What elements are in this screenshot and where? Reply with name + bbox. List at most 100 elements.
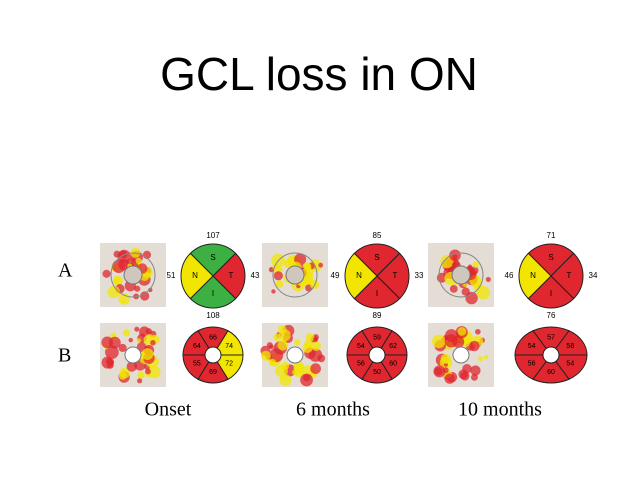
- fundus-spot: [269, 348, 284, 363]
- sector-value: 66: [209, 334, 217, 341]
- fundus-spot: [318, 262, 324, 268]
- row-label: A: [58, 260, 73, 282]
- sector: [182, 330, 214, 356]
- fundus-spot: [102, 269, 111, 278]
- fundus-spot: [457, 327, 467, 336]
- fundus-spot: [310, 363, 321, 374]
- optic-disc: [451, 265, 471, 285]
- quadrant-value: 71: [547, 231, 556, 240]
- fundus-spot: [120, 298, 126, 304]
- quadrant-letter: S: [374, 253, 379, 262]
- fundus-spot: [101, 356, 114, 369]
- quadrant-letter: I: [376, 289, 378, 298]
- fundus-spot: [281, 361, 290, 370]
- sector-value: 64: [193, 343, 201, 350]
- fundus-spot: [140, 291, 150, 301]
- fundus-spot: [302, 342, 313, 354]
- fundus-spot: [485, 276, 491, 282]
- fundus-spot: [432, 334, 446, 349]
- quadrant: [527, 243, 575, 277]
- sector-value: 54: [528, 343, 536, 350]
- quadrant-letter: I: [212, 289, 214, 298]
- fundus-spot: [283, 259, 293, 269]
- fundus-spot: [433, 365, 446, 378]
- optic-disc: [285, 265, 305, 285]
- fundus-spot: [144, 368, 151, 375]
- quadrant-letter: N: [530, 271, 536, 280]
- sector-value: 56: [357, 361, 365, 368]
- quadrant-letter: S: [210, 253, 215, 262]
- quadrant-letter: T: [567, 271, 572, 280]
- quadrant: [518, 252, 552, 300]
- fundus-spot: [473, 282, 483, 292]
- quadrant: [353, 275, 401, 309]
- quadrant-letter: S: [548, 253, 553, 262]
- sector-value: 54: [357, 343, 365, 350]
- sector-value: 59: [373, 334, 381, 341]
- row-label: B: [58, 345, 71, 367]
- fundus-spot: [266, 342, 273, 349]
- quadrant: [180, 252, 214, 300]
- fundus-spot: [469, 340, 480, 352]
- sector-value: 58: [566, 343, 574, 350]
- fundus-spot: [472, 261, 480, 269]
- sector-hole: [368, 346, 386, 364]
- fundus-spot: [271, 289, 276, 294]
- fundus-spot: [118, 343, 127, 353]
- fundus-spot: [260, 350, 271, 361]
- fundus-spot: [137, 371, 145, 379]
- fundus-spot: [148, 287, 153, 293]
- fundus-spot: [294, 367, 305, 378]
- quadrant-letter: T: [393, 271, 398, 280]
- fundus-spot: [273, 271, 283, 281]
- optic-disc: [123, 265, 143, 285]
- fundus-spot: [452, 254, 458, 260]
- quadrant: [189, 275, 237, 309]
- fundus-spot: [444, 373, 455, 384]
- fundus-spot: [465, 291, 478, 305]
- fundus-spot: [112, 275, 123, 286]
- quadrant: [527, 275, 575, 309]
- optic-disc: [124, 346, 142, 364]
- quadrant-letter: I: [550, 289, 552, 298]
- sector-value: 69: [209, 369, 217, 376]
- fundus-spot: [458, 369, 468, 380]
- quadrant-letter: N: [356, 271, 362, 280]
- fundus-spot: [301, 267, 314, 279]
- fundus-spot: [449, 284, 458, 293]
- fundus-spot: [135, 257, 142, 264]
- sector-hole: [204, 346, 222, 364]
- optic-disc: [452, 346, 470, 364]
- sector-value: 57: [547, 334, 555, 341]
- sector-value: 50: [373, 369, 381, 376]
- scan-circle: [110, 252, 156, 298]
- quadrant-value: 76: [547, 311, 556, 320]
- fundus-spot: [122, 329, 131, 337]
- fundus-spot: [107, 285, 120, 299]
- column-label: 10 months: [458, 399, 542, 421]
- sector-value: 55: [193, 361, 201, 368]
- sector: [346, 330, 378, 356]
- fundus-spot: [300, 373, 313, 387]
- fundus-spot: [128, 337, 133, 343]
- sector-value: 74: [225, 343, 233, 350]
- quadrant-value: 43: [251, 271, 260, 280]
- column-label: Onset: [145, 399, 192, 421]
- scan-circle: [438, 252, 484, 298]
- fundus-spot: [141, 348, 154, 360]
- fundus-spot: [275, 280, 284, 289]
- scan-circle: [272, 252, 318, 298]
- fundus-spot: [136, 338, 142, 343]
- fundus-spot: [279, 374, 292, 387]
- fundus-spot: [470, 365, 481, 376]
- quadrant-value: 107: [206, 231, 220, 240]
- fundus-spot: [294, 339, 301, 346]
- quadrant-value: 85: [373, 231, 382, 240]
- fundus-spot: [268, 358, 277, 367]
- quadrant: [353, 243, 401, 277]
- quadrant: [212, 252, 246, 300]
- fundus-spot: [105, 345, 119, 360]
- optic-disc: [286, 346, 304, 364]
- quadrant-value: 51: [167, 271, 176, 280]
